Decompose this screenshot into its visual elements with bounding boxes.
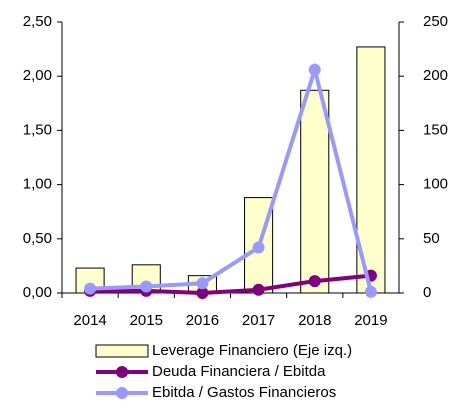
legend-swatch <box>116 387 128 399</box>
legend-swatch <box>95 344 149 358</box>
x-tick-label: 2014 <box>73 312 106 329</box>
line-marker <box>364 285 377 298</box>
y-tick-label: 2,00 <box>23 67 52 84</box>
y2-tick-label: 250 <box>423 13 448 30</box>
line-marker <box>252 283 265 296</box>
x-tick-label: 2019 <box>354 312 387 329</box>
legend-label: Deuda Financiera / Ebitda <box>152 363 326 380</box>
y2-tick-label: 0 <box>423 284 431 301</box>
line <box>90 273 372 296</box>
legend-label: Ebitda / Gastos Financieros <box>152 384 336 401</box>
x-tick-label: 2018 <box>298 312 331 329</box>
line-marker <box>84 282 97 295</box>
y2-tick-label: 50 <box>423 230 440 247</box>
y-tick-label: 1,00 <box>23 176 52 193</box>
y-tick-label: 0,00 <box>23 284 52 301</box>
x-tick-label: 2016 <box>186 312 219 329</box>
line-marker <box>308 63 321 76</box>
y-tick-label: 2,50 <box>23 13 52 30</box>
y2-tick-label: 150 <box>423 121 448 138</box>
legend-label: Leverage Financiero (Eje izq.) <box>152 342 352 359</box>
y-tick-label: 1,50 <box>23 121 52 138</box>
y-tick-label: 0,50 <box>23 230 52 247</box>
x-tick-label: 2015 <box>130 312 163 329</box>
legend-swatch <box>116 366 128 378</box>
bar <box>300 89 330 294</box>
line-marker <box>196 287 209 299</box>
line-marker <box>196 277 209 290</box>
line-marker <box>252 241 265 254</box>
x-tick-label: 2017 <box>242 312 275 329</box>
y2-tick-label: 100 <box>423 176 448 193</box>
y2-tick-label: 200 <box>423 67 448 84</box>
line-marker <box>308 275 321 288</box>
line-marker <box>140 280 153 293</box>
line <box>90 62 373 293</box>
